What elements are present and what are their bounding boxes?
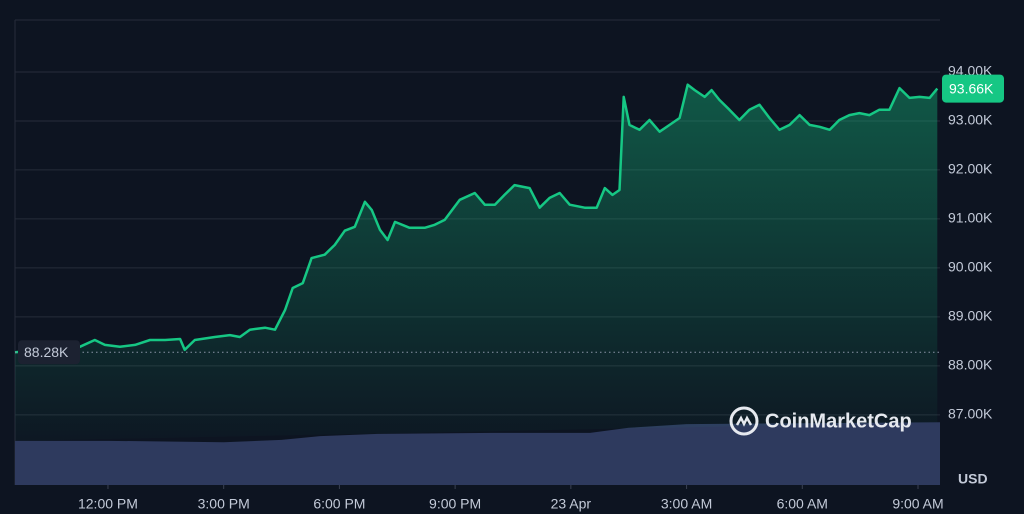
x-tick-label: 12:00 PM	[78, 496, 138, 512]
current-price-badge	[942, 74, 1004, 103]
y-tick-label: 87.00K	[948, 406, 993, 422]
x-tick-label: 6:00 PM	[313, 496, 365, 512]
y-tick-label: 88.00K	[948, 357, 993, 373]
unit-label: USD	[958, 471, 988, 487]
y-tick-label: 90.00K	[948, 259, 993, 275]
logo: CoinMarketCap	[729, 406, 912, 436]
x-tick-label: 23 Apr	[551, 496, 592, 512]
x-tick-label: 9:00 PM	[429, 496, 481, 512]
x-tick-label: 3:00 AM	[661, 496, 712, 512]
logo-icon	[729, 406, 759, 436]
x-tick-label: 6:00 AM	[777, 496, 828, 512]
y-tick-label: 93.00K	[948, 112, 993, 128]
logo-icon-mark	[735, 415, 753, 427]
price-line	[14, 83, 939, 354]
x-tick-label: 3:00 PM	[198, 496, 250, 512]
watermark: CoinMarketCap	[765, 410, 912, 432]
y-tick-label: 92.00K	[948, 161, 993, 177]
reference-label: 88.28K	[24, 344, 69, 360]
current-price-label: 93.66K	[949, 80, 994, 96]
x-tick-label: 9:00 AM	[892, 496, 943, 512]
y-tick-label: 91.00K	[948, 210, 993, 226]
y-tick-label: 89.00K	[948, 308, 993, 324]
volume-area	[15, 422, 940, 485]
reference-label-box	[18, 340, 80, 365]
